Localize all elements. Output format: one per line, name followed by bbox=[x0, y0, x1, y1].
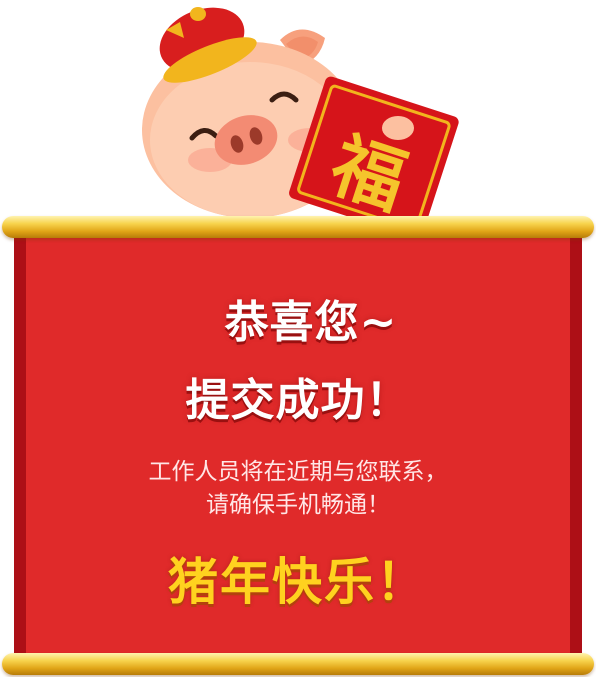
scroll-banner bbox=[14, 234, 582, 656]
message-line-2: 请确保手机畅通！ bbox=[206, 492, 390, 518]
greeting-text: 猪年快乐！ bbox=[168, 553, 428, 611]
scroll-banner-face bbox=[26, 234, 570, 656]
pig-mascot-icon: 福 bbox=[120, 0, 480, 225]
scroll-rod-bottom bbox=[2, 653, 594, 675]
scroll-rod-top bbox=[2, 216, 594, 238]
title-line-1: 恭喜您~ bbox=[224, 297, 398, 348]
title-line-2: 提交成功！ bbox=[185, 375, 411, 426]
message-line-1: 工作人员将在近期与您联系， bbox=[148, 459, 448, 485]
